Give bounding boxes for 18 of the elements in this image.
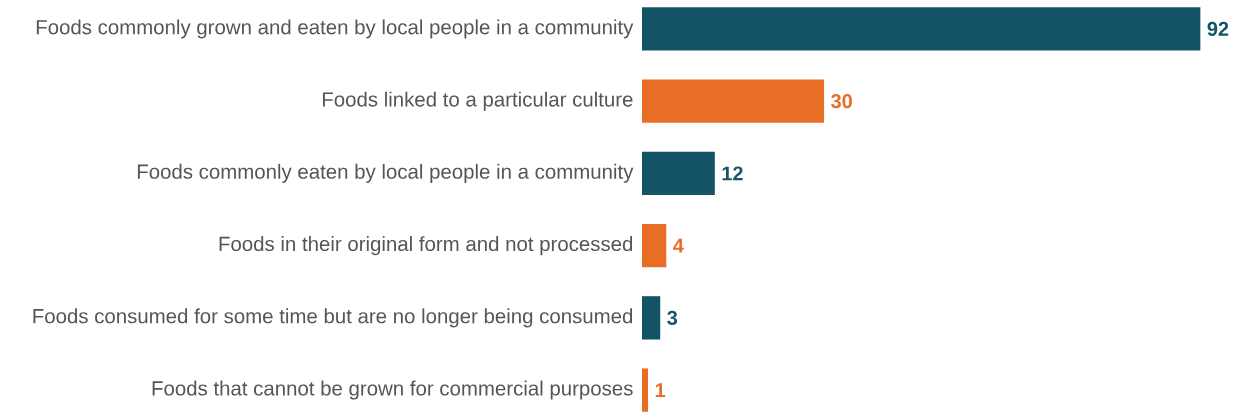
y-tick-label: Foods commonly grown and eaten by local people in a community <box>36 19 634 39</box>
y-tick-label: Foods that cannot be grown for commercial purposes <box>152 380 633 400</box>
data-label: 92 <box>1207 21 1229 36</box>
bar <box>642 151 715 196</box>
bar <box>642 368 649 412</box>
y-tick-label: Foods in their original form and not processed <box>219 236 633 256</box>
bar <box>642 223 667 268</box>
y-tick-label: Foods consumed for some time but are no longer being consumed <box>33 308 633 328</box>
data-label: 3 <box>667 310 678 325</box>
y-tick-label: Foods commonly eaten by local people in a community <box>137 163 634 183</box>
bar <box>642 296 661 340</box>
data-label: 30 <box>831 94 852 109</box>
bar <box>642 79 825 123</box>
y-tick-label: Foods linked to a particular culture <box>322 91 633 111</box>
data-label: 1 <box>655 383 666 397</box>
bar <box>642 7 1201 51</box>
data-label: 4 <box>673 238 684 253</box>
data-label: 12 <box>722 166 743 181</box>
